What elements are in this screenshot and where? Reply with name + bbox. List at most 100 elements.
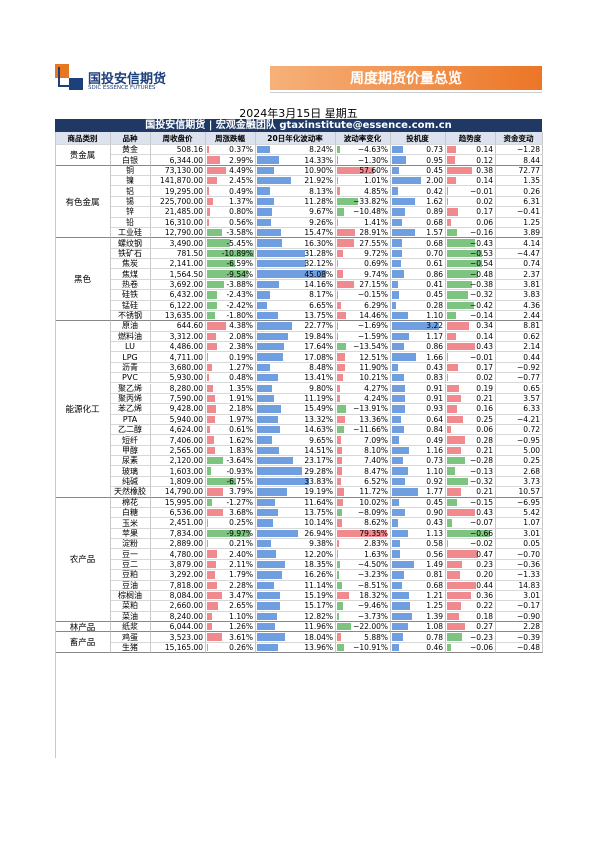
cell-value: 10.57 [518,487,540,497]
data-bar [337,643,344,652]
cell-value: 0.21 [476,394,493,404]
cell-value: 0.43 [426,518,443,528]
cell-value: −13.54% [353,342,388,352]
cell-value: 225,700.00 [160,197,203,207]
cell-value: 0.86 [426,342,443,352]
cell: 15.19% [256,590,336,602]
cell: −0.92 [496,362,543,374]
cell-value: 2.18% [229,404,253,414]
cell-value: −3.73% [357,611,388,621]
row: 锰硅 6,122.00 -2.42% 6.65% 6.29% 0.28 −0.42 4.36 [56,300,543,311]
cell: 1.35% [206,383,256,394]
data-bar [447,311,457,320]
cell: 3,879.00 [151,559,206,571]
cell: 1.07 [496,518,543,529]
cell: −4.50% [336,559,391,571]
cell: 0.47 [446,549,496,560]
data-bar [207,291,218,299]
variety: 锰硅 [122,300,138,310]
data-bar [392,560,414,569]
cell-value: −0.06 [470,642,493,652]
cell-value: 11.19% [304,394,333,404]
row: 鸡蛋 3,523.00 3.61% 18.04% 5.88% 0.78 −0.23 −0.39 [56,632,543,643]
cell-value: 9.65% [309,435,333,445]
data-bar [447,623,465,631]
data-bar [337,612,340,620]
cell-value: −1.33 [517,570,540,580]
cell-value: 1.27% [229,362,253,372]
data-bar [257,498,275,506]
cell: 0.43 [446,342,496,353]
data-bar [447,581,476,589]
cell: 6,432.00 [151,290,206,301]
data-bar [392,311,408,320]
cell-value: 0.16 [476,404,493,414]
variety: 铅 [126,217,134,227]
cell: -0.93% [206,466,256,477]
cell-value: -0.93% [226,466,253,476]
cell: 1.27% [206,362,256,374]
cell: 螺纹钢 [111,238,151,249]
cell: 2.99% [206,155,256,166]
cell: 0.43 [391,362,446,374]
cell: -6.59% [206,259,256,270]
cell: 508.16 [151,145,206,156]
cell: 21,485.00 [151,207,206,218]
cell: 0.23 [446,559,496,571]
category-cell: 畜产品 [56,632,111,654]
cell: 白银 [111,155,151,166]
data-bar [257,415,278,423]
data-bar [337,228,356,237]
category-cell: 有色金属 [56,165,111,239]
cell: 2.18% [206,404,256,415]
cell: 0.36 [446,590,496,602]
cell-value: 2,565.00 [169,445,203,455]
cell-value: 0.47 [476,549,493,559]
cell-value: 10.90% [304,165,333,175]
cell: 3.68% [206,507,256,519]
cell: −4.63% [336,145,391,156]
cell-value: 3,312.00 [169,331,203,341]
data-bar [392,218,402,226]
cell: 18.04% [256,632,336,643]
cell-value: 0.73 [426,145,443,155]
cell-value: 8.13% [309,186,333,196]
cell-value: −0.54 [470,259,493,269]
cell-value: 3.01 [523,591,540,601]
data-bar [447,643,451,652]
cell-value: 5,940.00 [169,414,203,424]
cell-value: −33.82% [353,197,388,207]
cell-value: 0.14 [476,145,493,155]
cell-value: 21,485.00 [164,207,203,217]
data-bar [447,332,457,341]
cell: 燃料油 [111,331,151,343]
cell-value: 8.44 [523,155,540,165]
data-bar [392,591,410,600]
cell-value: 1.01% [364,176,388,186]
cell-value: 2,660.00 [169,601,203,611]
variety: LPG [122,352,138,362]
cell-value: 11.64% [304,497,333,507]
row: 淀粉 2,889.00 0.21% 9.38% 2.83% 0.58 −0.02 0.05 [56,539,543,550]
cell-value: 1.10 [426,311,443,321]
cell-value: 0.19 [476,383,493,393]
cell-value: 7.40% [364,456,388,466]
cell: 0.44 [446,580,496,591]
cell: 1.57 [391,227,446,239]
cell-value: 4.85% [364,186,388,196]
cell-value: 781.50 [176,248,203,258]
cell-value: −0.70 [517,549,540,559]
data-bar [207,394,216,403]
cell-value: −0.43 [470,238,493,248]
variety: 焦炭 [122,259,138,269]
data-bar [337,311,347,320]
cell: 2.38% [206,342,256,353]
cell: −0.23 [446,632,496,643]
data-bar [337,394,340,403]
cell-value: 0.25% [229,518,253,528]
cell-value: 3.47% [229,591,253,601]
cell: 0.21 [446,393,496,405]
cell-value: 2.45% [229,176,253,186]
data-bar [392,602,411,610]
cell-value: 1.77 [426,487,443,497]
